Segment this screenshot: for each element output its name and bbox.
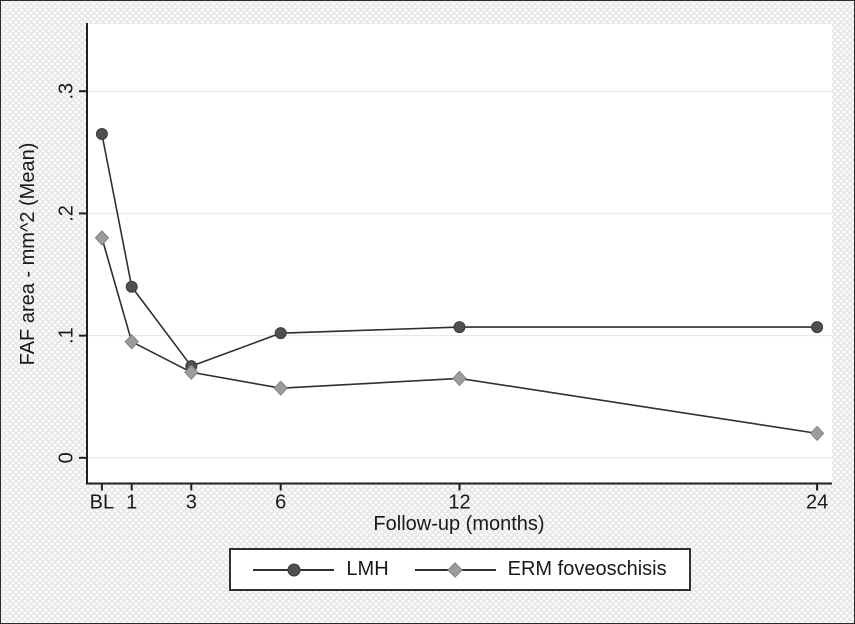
data-point-erm-foveoschisis [94,230,110,246]
data-point-lmh [125,280,138,293]
legend: LMH ERM foveoschisis [229,548,691,591]
y-tick-label: .1 [55,327,77,344]
data-point-erm-foveoschisis [809,425,825,442]
legend-entry-erm-foveoschisis: ERM foveoschisis [414,558,667,581]
series-line-erm-foveoschisis [101,237,818,435]
legend-line-sample [253,563,335,576]
x-tick-label: BL [90,492,114,514]
data-point-lmh [95,127,108,140]
legend-line-sample [414,561,496,578]
data-point-erm-foveoschisis [452,370,467,387]
data-point-lmh [811,321,824,334]
y-tick-label: 0 [55,452,77,463]
legend-label-lmh: LMH [346,558,389,580]
data-point-erm-foveoschisis [273,380,288,396]
plot-area [87,24,832,484]
x-tick-label: 6 [275,492,286,514]
data-point-erm-foveoschisis [124,334,139,350]
circle-marker-icon [287,563,301,576]
y-axis-title: FAF area - mm^2 (Mean) [17,142,39,366]
y-tick-label: .3 [55,83,77,100]
x-tick-label: 3 [186,492,197,514]
series-line-lmh [101,133,818,368]
x-tick-label: 24 [806,492,828,514]
legend-entry-lmh: LMH [253,558,389,581]
x-tick-label: 12 [448,492,470,514]
data-point-lmh [453,321,466,334]
diamond-marker-icon [447,561,463,578]
y-tick-label: .2 [55,205,77,222]
x-tick-label: 1 [126,492,137,514]
legend-label-erm-foveoschisis: ERM foveoschisis [507,558,667,580]
x-axis-title: Follow-up (months) [373,513,545,535]
data-point-lmh [274,327,287,340]
data-point-erm-foveoschisis [184,364,199,381]
